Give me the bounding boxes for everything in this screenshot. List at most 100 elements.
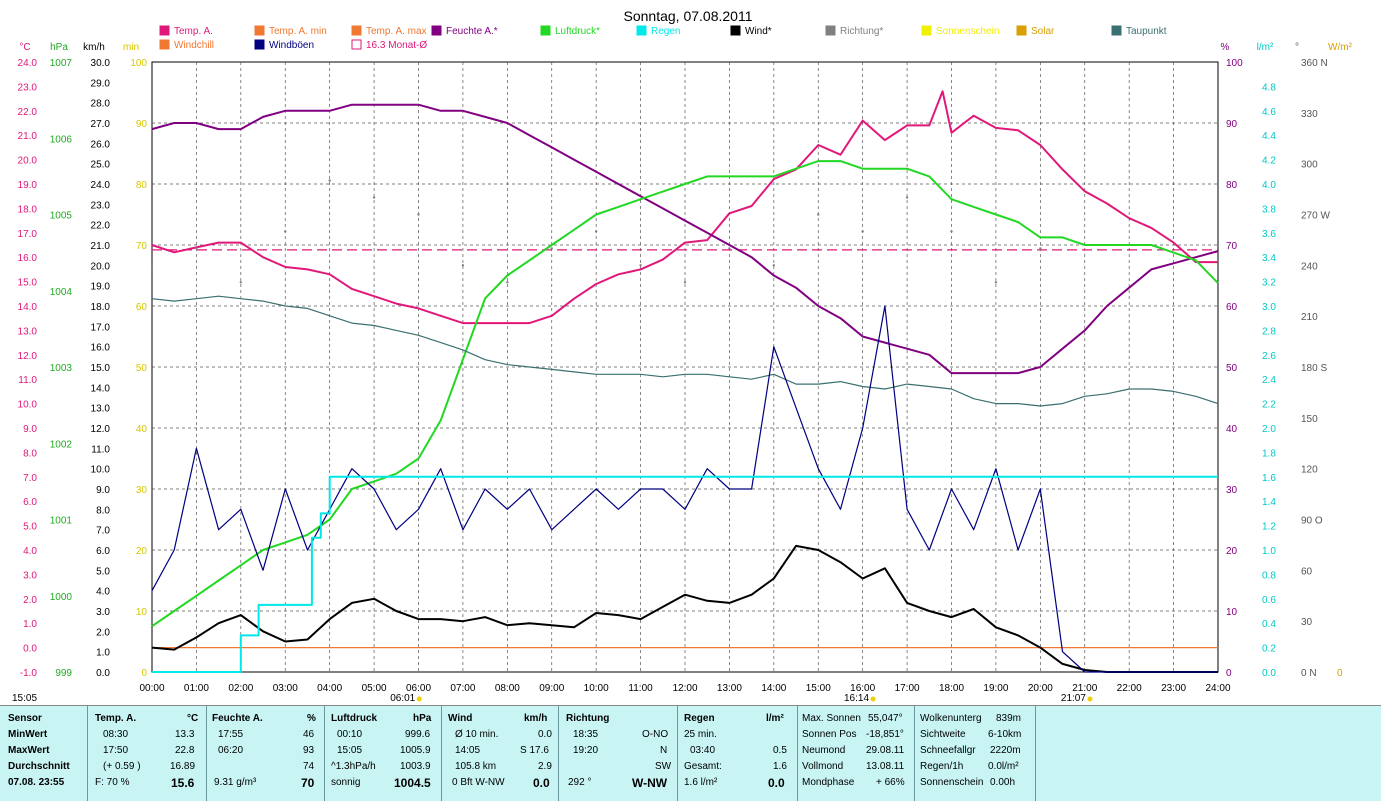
legend-label: Wind* [745,26,772,37]
y-tick-temp: 23.0 [18,82,38,93]
wind-max-time: 14:05 [455,745,481,756]
weather-cloudbase-label: Wolkenunterg [920,713,982,724]
y-tick-rain: 2.8 [1262,326,1276,337]
y-tick-direction: 30 [1301,617,1313,628]
y-tick-humidity: 90 [1226,119,1238,130]
statistics-panel: Sensor MinWert MaxWert Durchschnitt 07.0… [0,705,1381,801]
sensor-row-avg: Durchschnitt [8,761,70,772]
y-tick-wind: 17.0 [91,322,111,333]
y-tick-min: 90 [136,119,148,130]
axis-unit-solar: W/m² [1328,42,1353,53]
legend-swatch [825,25,836,36]
pressure-cur-note: sonnig [331,777,361,788]
wind-max: S 17.6 [520,745,549,756]
temp-avg: 16.89 [170,761,196,772]
x-tick-label: 18:00 [939,683,964,694]
y-tick-humidity: 10 [1226,607,1238,618]
direction-point [461,264,465,267]
weather-cloudbase: 839m [996,713,1022,724]
y-tick-pressure: 999 [55,668,72,679]
y-tick-pressure: 1005 [50,211,73,222]
y-tick-wind: 1.0 [96,648,110,659]
time-markers: 15:05 06:01 16:14 21:07 [12,693,1093,704]
y-tick-direction: 270 W [1301,211,1330,222]
legend-label: Taupunkt [1126,26,1167,37]
direction-point [728,247,731,250]
y-tick-wind: 4.0 [96,587,110,598]
y-tick-wind: 5.0 [96,566,110,577]
rain-total: 1.6 [773,761,787,772]
pressure-min: 999.6 [405,729,431,740]
legend-label: Sonnenschein [936,26,999,37]
y-tick-temp: 0.0 [23,644,37,655]
astro-fullmoon-label: Vollmond [802,761,844,772]
direction-r2-time: 19:20 [573,745,599,756]
y-tick-min: 10 [136,607,148,618]
y-tick-wind: 25.0 [91,160,111,171]
y-tick-solar: 0 [1337,668,1343,679]
legend-label: Windböen [269,40,314,51]
y-tick-rain: 1.2 [1262,522,1276,533]
humidity-cur-note: 9.31 g/m³ [214,777,257,788]
y-tick-rain: 0.6 [1262,595,1276,606]
direction-r1-time: 18:35 [573,729,599,740]
pressure-unit: hPa [413,713,432,724]
y-tick-temp: 22.0 [18,107,38,118]
y-tick-wind: 22.0 [91,221,111,232]
y-tick-min: 100 [130,58,147,69]
marker-sunrise-sun-icon [416,696,422,702]
legend-label: Temp. A. max [366,26,427,37]
axis-unit-rain: l/m² [1257,42,1274,53]
legend-label: Regen [651,26,680,37]
weather-chart: Sonntag, 07.08.2011 Temp. A. Temp. A. min… [12,8,1353,704]
x-tick-label: 21:00 [1072,683,1097,694]
y-tick-rain: 2.0 [1262,424,1276,435]
legend-swatch [1111,25,1122,36]
y-tick-rain: 4.2 [1262,156,1276,167]
rain-header: Regen [684,713,715,724]
y-tick-temp: 24.0 [18,58,38,69]
temp-unit: °C [187,713,199,724]
y-tick-min: 70 [136,241,148,252]
y-tick-rain: 1.6 [1262,473,1276,484]
direction-point [905,196,909,199]
y-tick-temp: 19.0 [18,180,38,191]
y-tick-pressure: 1002 [50,439,73,450]
sensor-row-min: MinWert [8,729,48,740]
y-tick-temp: 16.0 [18,253,38,264]
series-line-temp-a- [151,90,1218,325]
direction-degrees: 292 ° [568,777,592,788]
legend-swatch [730,25,741,36]
series-line-wind- [151,544,1218,673]
legend-swatch [351,39,362,50]
legend-swatch [159,25,170,36]
y-tick-rain: 1.8 [1262,448,1276,459]
wind-distance: 105.8 km [455,761,497,772]
weather-visibility-label: Sichtweite [920,729,966,740]
y-tick-rain: 2.4 [1262,375,1276,386]
pressure-cur: 1004.5 [394,776,431,790]
axis-unit-pressure: hPa [50,42,68,53]
legend-swatch [540,25,551,36]
astro-maxsun-label: Max. Sonnen [802,713,861,724]
y-tick-humidity: 0 [1226,668,1232,679]
y-tick-temp: 15.0 [18,278,38,289]
direction-point [417,213,420,216]
marker-noon-sun-icon [870,696,876,702]
y-tick-wind: 21.0 [91,241,111,252]
y-tick-direction: 300 [1301,160,1318,171]
y-tick-temp: 4.0 [23,546,37,557]
y-tick-wind: 23.0 [91,200,111,211]
direction-r3: SW [655,761,672,772]
y-tick-wind: 27.0 [91,119,111,130]
rain-sum: 1.6 l/m² [684,777,718,788]
pressure-avg: 1003.9 [400,761,431,772]
axes: °C 24.0 23.0 22.0 21.0 20.0 19.0 18.0 17.0 16.0 15… [18,42,1353,679]
x-tick-label: 01:00 [184,683,209,694]
astro-fullmoon: 13.08.11 [866,761,905,772]
axis-unit-wind: km/h [83,42,105,53]
series-line-luftdruck- [151,160,1219,628]
rain-max: 0.5 [773,745,787,756]
wind-avg10-label: Ø 10 min. [455,729,499,740]
rain-unit: l/m² [766,713,784,724]
